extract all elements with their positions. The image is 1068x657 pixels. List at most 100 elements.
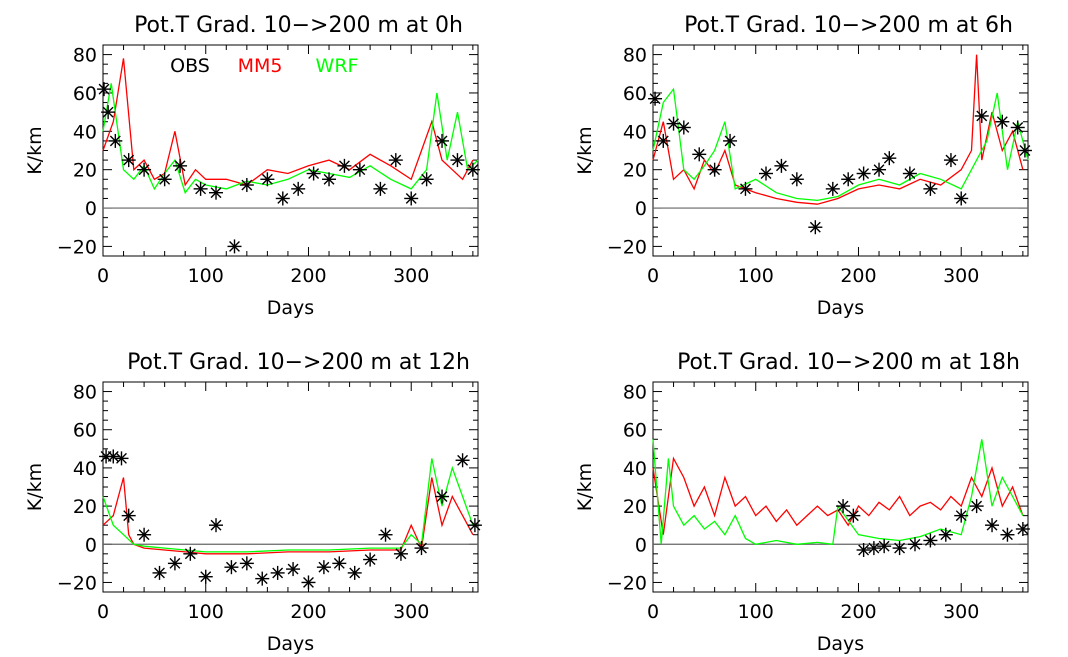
obs-point-stroke xyxy=(649,93,661,105)
chart-title: Pot.T Grad. 10−>200 m at 6h xyxy=(684,13,1013,38)
obs-point xyxy=(774,158,789,173)
y-tick-label: 60 xyxy=(623,420,647,442)
obs-point xyxy=(938,527,953,542)
obs-point-stroke xyxy=(693,148,705,160)
obs-point xyxy=(97,82,112,97)
obs-point xyxy=(1010,120,1025,135)
chart-title: Pot.T Grad. 10−>200 m at 18h xyxy=(677,350,1020,375)
obs-point-stroke xyxy=(909,538,921,550)
obs-point-stroke xyxy=(374,183,386,195)
y-tick-label: −20 xyxy=(57,236,97,258)
obs-point-stroke xyxy=(416,542,427,554)
obs-point xyxy=(825,181,840,196)
obs-point xyxy=(1017,143,1032,158)
y-tick-label: 20 xyxy=(73,160,97,182)
obs-point-stroke xyxy=(971,500,983,512)
obs-point xyxy=(738,181,753,196)
obs-point-stroke xyxy=(883,152,895,164)
obs-point xyxy=(347,565,362,580)
obs-point-stroke xyxy=(904,168,916,179)
obs-point-stroke xyxy=(878,540,890,552)
obs-point xyxy=(227,239,242,254)
obs-point xyxy=(907,537,922,552)
obs-point-stroke xyxy=(809,221,821,233)
obs-point xyxy=(902,166,917,181)
obs-point-stroke xyxy=(210,187,222,199)
obs-point-stroke xyxy=(380,529,391,541)
obs-point xyxy=(759,166,774,181)
obs-point xyxy=(954,191,969,206)
plot-frame xyxy=(652,381,1029,593)
y-tick-label: 80 xyxy=(623,45,647,67)
x-tick-label: 200 xyxy=(840,265,876,287)
obs-point xyxy=(239,556,254,571)
obs-point xyxy=(352,162,367,177)
obs-point-stroke xyxy=(354,164,366,176)
obs-point-stroke xyxy=(945,154,957,166)
obs-point xyxy=(450,153,465,168)
obs-point xyxy=(995,114,1010,129)
obs-point xyxy=(121,153,136,168)
obs-point xyxy=(209,185,224,200)
obs-point xyxy=(866,541,881,556)
x-tick-label: 300 xyxy=(943,601,979,623)
x-tick-label: 0 xyxy=(647,601,659,623)
obs-point xyxy=(373,181,388,196)
obs-point xyxy=(239,178,254,193)
mm5-series-line xyxy=(102,477,474,555)
y-tick-label: 0 xyxy=(635,534,647,556)
mm5-series-line xyxy=(652,456,1024,535)
obs-point-stroke xyxy=(457,454,469,466)
obs-point-stroke xyxy=(1002,529,1013,541)
obs-point-stroke xyxy=(436,135,448,147)
obs-point-stroke xyxy=(873,164,885,176)
obs-point-stroke xyxy=(116,452,127,464)
obs-point-stroke xyxy=(138,164,150,176)
plot-frame xyxy=(102,381,479,593)
obs-point xyxy=(877,539,892,554)
obs-point-stroke xyxy=(976,110,988,122)
obs-point xyxy=(465,162,480,177)
obs-point-stroke xyxy=(200,571,212,583)
chart-panel-1: Pot.T Grad. 10−>200 m at 0h0 100 200 300−20… xyxy=(24,13,480,319)
x-axis-label: Days xyxy=(817,297,864,319)
x-tick-label: 0 xyxy=(647,265,659,287)
x-tick-label: 300 xyxy=(393,265,429,287)
obs-point xyxy=(322,172,337,187)
obs-point-stroke xyxy=(390,154,402,166)
obs-point xyxy=(275,191,290,206)
obs-point-stroke xyxy=(847,510,859,522)
x-tick-label: 200 xyxy=(290,265,326,287)
obs-point-stroke xyxy=(405,193,417,204)
obs-point xyxy=(836,499,851,514)
y-tick-label: 0 xyxy=(635,198,647,220)
y-axis-label: K/km xyxy=(574,463,596,511)
obs-point xyxy=(316,560,331,575)
obs-point xyxy=(152,565,167,580)
obs-point-stroke xyxy=(469,519,481,531)
obs-point xyxy=(137,162,152,177)
y-tick-label: 40 xyxy=(73,458,97,480)
y-tick-label: 20 xyxy=(623,160,647,182)
obs-point-stroke xyxy=(303,577,314,588)
obs-point-stroke xyxy=(1012,122,1024,133)
obs-point xyxy=(419,172,434,187)
obs-point xyxy=(157,172,172,187)
obs-point-stroke xyxy=(955,510,967,522)
obs-point-stroke xyxy=(791,173,803,185)
obs-point-stroke xyxy=(364,554,376,565)
obs-point-stroke xyxy=(668,118,679,130)
obs-point-stroke xyxy=(338,160,350,172)
y-axis-label: K/km xyxy=(24,463,46,511)
obs-point xyxy=(393,546,408,561)
obs-point xyxy=(414,541,429,556)
obs-point-stroke xyxy=(225,561,237,573)
obs-point-stroke xyxy=(868,542,880,554)
obs-point-stroke xyxy=(241,557,253,569)
obs-point xyxy=(291,181,306,196)
obs-point xyxy=(455,453,470,468)
obs-point xyxy=(846,508,861,523)
obs-point-stroke xyxy=(184,548,196,560)
